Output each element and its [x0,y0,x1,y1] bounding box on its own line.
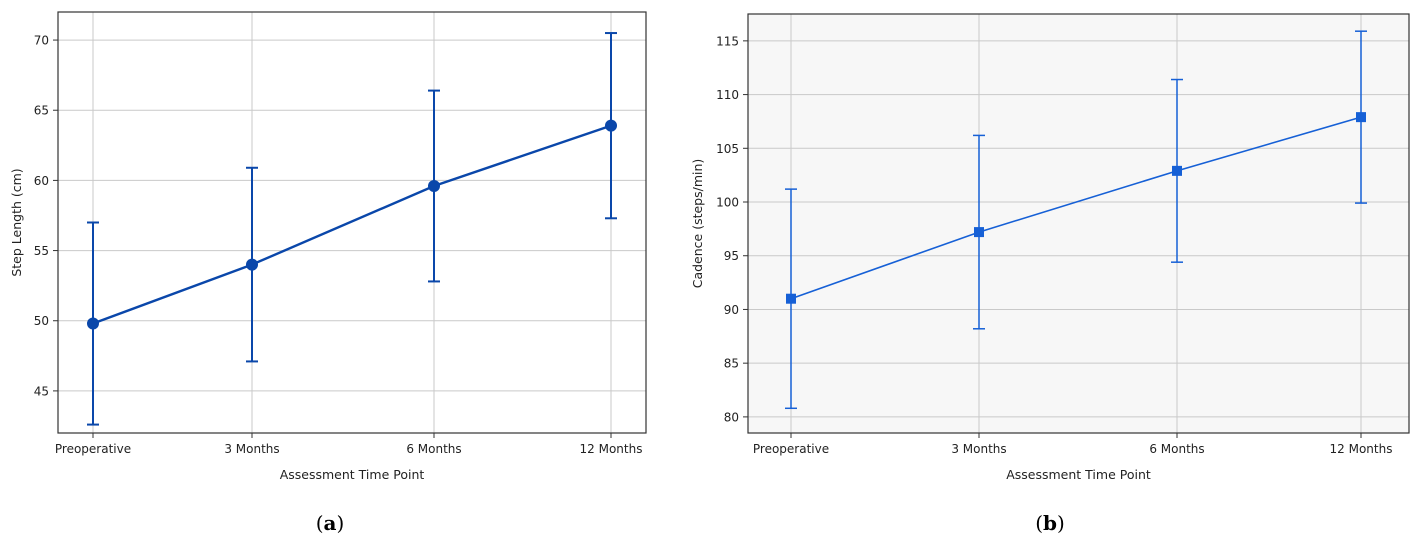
y-tick-label: 105 [716,142,739,156]
x-tick-label: 6 Months [1149,442,1204,456]
y-tick-label: 85 [724,357,739,371]
plot-frame-b [747,13,1410,434]
data-point [87,317,99,330]
y-tick-label: 60 [34,174,49,188]
series-line [790,116,1362,300]
panel-label-a: (a) [316,511,345,535]
grid-a [58,12,646,433]
series-b [785,30,1367,410]
panel-letter: a [324,511,337,535]
x-tick-label: 12 Months [580,442,643,456]
x-axis-label-b: Assessment Time Point [1006,467,1151,482]
x-ticks-b: Preoperative 3 Months 6 Months 12 Months [753,433,1393,456]
x-ticks-a: Preoperative 3 Months 6 Months 12 Months [55,433,643,456]
grid-b [748,14,1409,433]
panel-label-b: (b) [1035,511,1065,535]
panel-letter: b [1043,511,1057,535]
y-tick-label: 80 [724,410,739,424]
x-tick-label: Preoperative [753,442,829,456]
y-ticks-b: 80 85 90 95 100 105 110 115 [716,34,748,424]
y-tick-label: 115 [716,34,739,48]
data-point [1172,165,1182,176]
x-tick-label: 3 Months [951,442,1006,456]
x-tick-label: 12 Months [1330,442,1393,456]
chart-panel-a: 45 50 55 60 65 70 Preoperative 3 Months 6 Month… [9,11,647,535]
y-tick-label: 110 [716,88,739,102]
y-axis-label-a: Step Length (cm) [9,168,24,276]
y-tick-label: 55 [34,244,49,258]
y-tick-label: 95 [724,249,739,263]
y-tick-label: 50 [34,314,49,328]
y-tick-label: 100 [716,196,739,210]
series-a [87,32,617,426]
plot-frame-a [57,11,647,434]
data-point [1356,112,1366,123]
series-line [92,124,612,325]
y-tick-label: 65 [34,104,49,118]
data-point [428,180,440,193]
data-point [605,119,617,132]
x-axis-label-a: Assessment Time Point [280,467,425,482]
y-tick-label: 90 [724,303,739,317]
y-tick-label: 70 [34,34,49,48]
plot-area-b [748,14,1409,433]
y-ticks-a: 45 50 55 60 65 70 [34,34,58,398]
x-tick-label: 3 Months [224,442,279,456]
chart-panel-b: 80 85 90 95 100 105 110 115 Preoperative 3 Month… [690,13,1410,535]
x-tick-label: 6 Months [406,442,461,456]
y-axis-label-b: Cadence (steps/min) [690,159,705,289]
data-point [786,293,796,304]
data-point [974,227,984,238]
y-tick-label: 45 [34,384,49,398]
x-tick-label: Preoperative [55,442,131,456]
data-point [246,258,258,271]
